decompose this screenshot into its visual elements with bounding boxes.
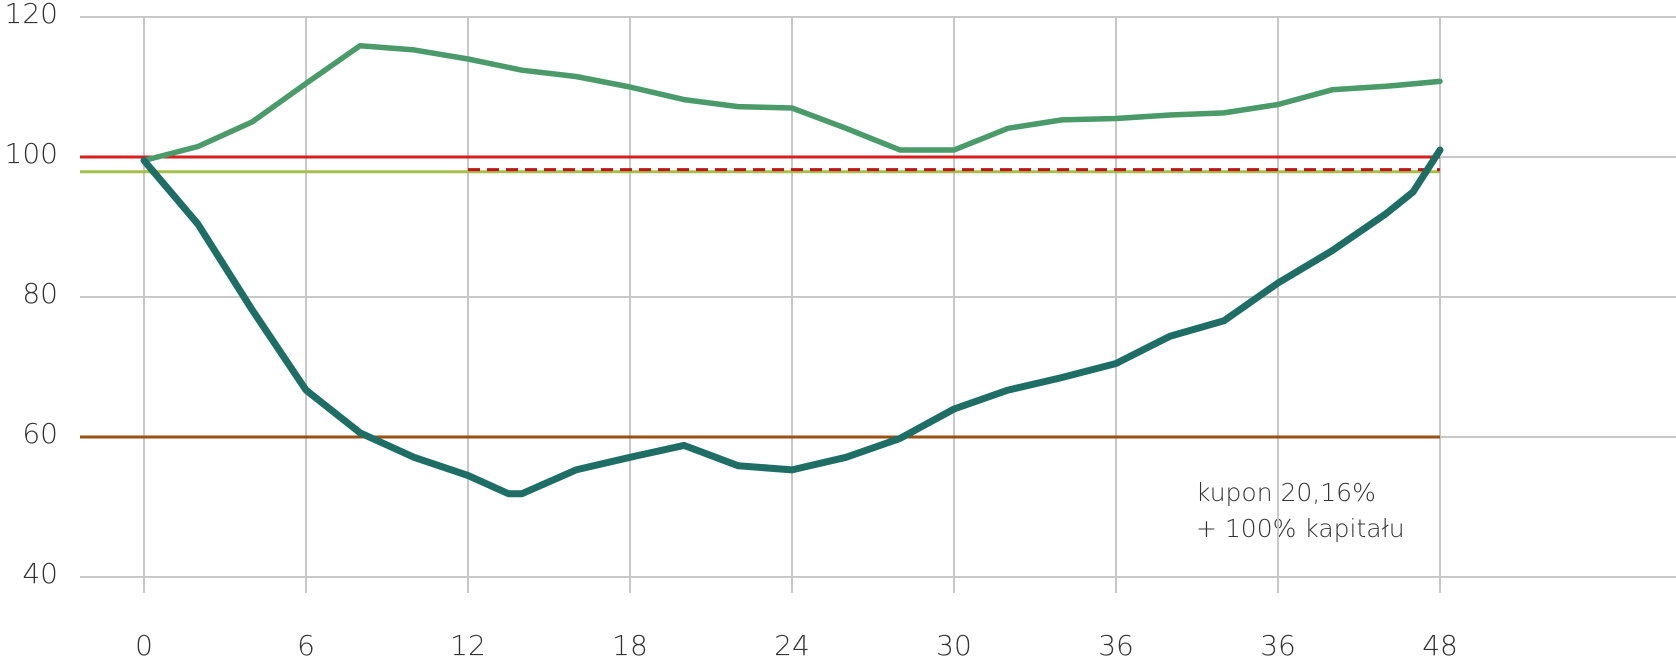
x-tick-label: 18 bbox=[612, 629, 648, 659]
y-tick-label: 80 bbox=[22, 277, 58, 310]
x-tick-label: 12 bbox=[450, 629, 486, 659]
x-tick-label: 24 bbox=[774, 629, 810, 659]
y-tick-label: 60 bbox=[22, 417, 58, 450]
x-tick-label: 30 bbox=[936, 629, 972, 659]
y-tick-label: 100 bbox=[5, 137, 58, 170]
line-series bbox=[140, 146, 1444, 498]
x-tick-label: 48 bbox=[1422, 629, 1458, 659]
x-tick-label: 6 bbox=[297, 629, 315, 659]
y-tick-label: 120 bbox=[5, 0, 58, 30]
y-tick-label: 40 bbox=[22, 557, 58, 590]
annotation: + 100% kapitału bbox=[1196, 514, 1405, 543]
line-series bbox=[141, 42, 1443, 164]
x-tick-label: 36 bbox=[1260, 629, 1296, 659]
annotation: kupon 20,16% bbox=[1196, 478, 1376, 507]
x-tick-label: 0 bbox=[135, 629, 153, 659]
x-tick-label: 36 bbox=[1098, 629, 1134, 659]
